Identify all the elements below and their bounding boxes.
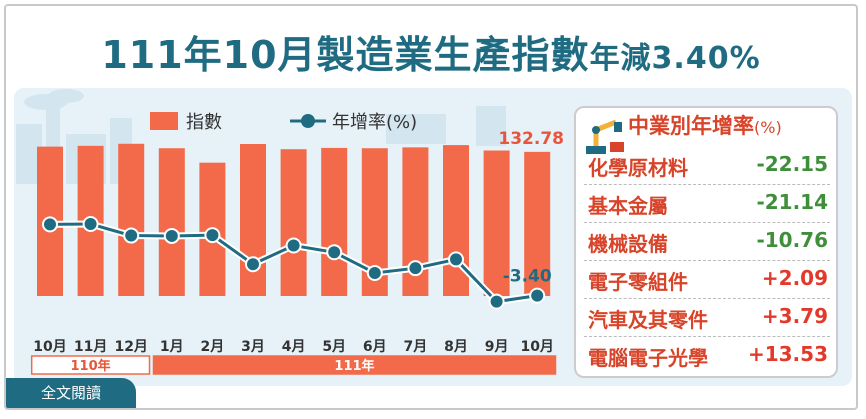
x-tick-6: 3月 — [241, 339, 265, 355]
line-point-3 — [125, 229, 138, 242]
year-group-label-1: 110年 — [71, 358, 111, 374]
sector-value: -10.76 — [756, 228, 828, 252]
x-tick-2: 11月 — [74, 339, 107, 355]
sector-table-title: 中業別年增率(%) — [628, 110, 782, 140]
x-tick-10: 7月 — [404, 339, 428, 355]
line-point-10 — [409, 262, 422, 275]
x-tick-5: 2月 — [201, 339, 225, 355]
sector-value: -22.15 — [756, 152, 828, 176]
bar-6 — [240, 144, 266, 296]
infographic-frame: 111年10月製造業生產指數年減3.40% 132.78 -3.40 10月 11月 1… — [4, 4, 858, 410]
sector-row: 化學原材料 -22.15 — [584, 148, 830, 182]
bar-13 — [524, 151, 551, 296]
page-title: 111年10月製造業生產指數年減3.40% — [6, 24, 856, 79]
sector-table-title-text: 中業別年增率 — [628, 114, 754, 138]
last-bar-label: 132.78 — [498, 129, 564, 149]
x-tick-12: 9月 — [485, 339, 509, 355]
x-tick-4: 1月 — [160, 339, 184, 355]
line-point-5 — [206, 229, 219, 242]
index-chart: 132.78 -3.40 10月 11月 12月 1月 2月 3月 4月 5月 6月 7月 8月 9月 10… — [30, 129, 564, 375]
line-point-9 — [368, 266, 381, 279]
year-group-2 — [152, 355, 557, 375]
line-point-6 — [247, 258, 259, 271]
row-divider — [584, 222, 830, 223]
row-divider — [584, 298, 830, 299]
line-point-7 — [287, 239, 300, 252]
sector-name: 機械設備 — [588, 232, 668, 256]
x-tick-8: 5月 — [322, 339, 346, 355]
legend-line-label: 年增率(%) — [332, 112, 418, 133]
sector-row: 汽車及其零件 +3.79 — [584, 300, 830, 334]
x-tick-13: 10月 — [520, 339, 553, 355]
bar-12 — [483, 150, 510, 296]
x-tick-3: 12月 — [114, 339, 147, 355]
line-point-12 — [490, 295, 503, 308]
sector-row: 電子零組件 +2.09 — [584, 262, 830, 296]
sector-value: +13.53 — [747, 342, 828, 366]
sector-table — [574, 106, 838, 378]
sector-name: 基本金屬 — [588, 194, 668, 218]
bar-7 — [280, 149, 307, 296]
line-point-2 — [84, 218, 97, 230]
x-tick-1: 10月 — [33, 339, 66, 355]
row-divider — [584, 260, 830, 261]
x-tick-9: 6月 — [363, 339, 387, 355]
line-point-8 — [328, 246, 341, 259]
sector-value: -21.14 — [756, 190, 828, 214]
year-group-label-2: 111年 — [334, 358, 374, 374]
sector-name: 電腦電子光學 — [588, 346, 708, 370]
line-point-11 — [450, 253, 462, 266]
sector-name: 電子零組件 — [588, 270, 688, 294]
sector-row: 機械設備 -10.76 — [584, 224, 830, 258]
x-tick-7: 4月 — [282, 339, 306, 355]
last-line-label: -3.40 — [503, 267, 552, 287]
legend-line-swatch — [290, 114, 326, 128]
title-suffix: 年減3.40% — [589, 41, 761, 76]
line-point-1 — [44, 218, 56, 231]
row-divider — [584, 336, 830, 337]
x-tick-11: 8月 — [444, 339, 468, 355]
robot-arm-icon — [586, 119, 624, 154]
sector-row: 電腦電子光學 +13.53 — [584, 338, 830, 372]
legend-bar-swatch — [150, 112, 178, 130]
sector-name: 化學原材料 — [588, 156, 688, 180]
title-main: 111年10月製造業生產指數 — [101, 33, 590, 77]
legend-bar-label: 指數 — [186, 112, 222, 133]
sector-name: 汽車及其零件 — [588, 308, 708, 332]
row-divider — [584, 184, 830, 185]
sector-value: +2.09 — [761, 266, 828, 290]
bar-8 — [321, 147, 348, 296]
sector-row: 基本金屬 -21.14 — [584, 186, 830, 220]
sector-table-unit: (%) — [754, 118, 782, 137]
bar-3 — [118, 143, 145, 296]
line-point-13 — [531, 289, 544, 302]
sector-value: +3.79 — [761, 304, 828, 328]
read-full-text-link[interactable]: 全文閱讀 — [6, 378, 136, 408]
year-group-1 — [30, 355, 151, 375]
bar-4 — [158, 148, 185, 296]
line-point-4 — [165, 229, 178, 242]
